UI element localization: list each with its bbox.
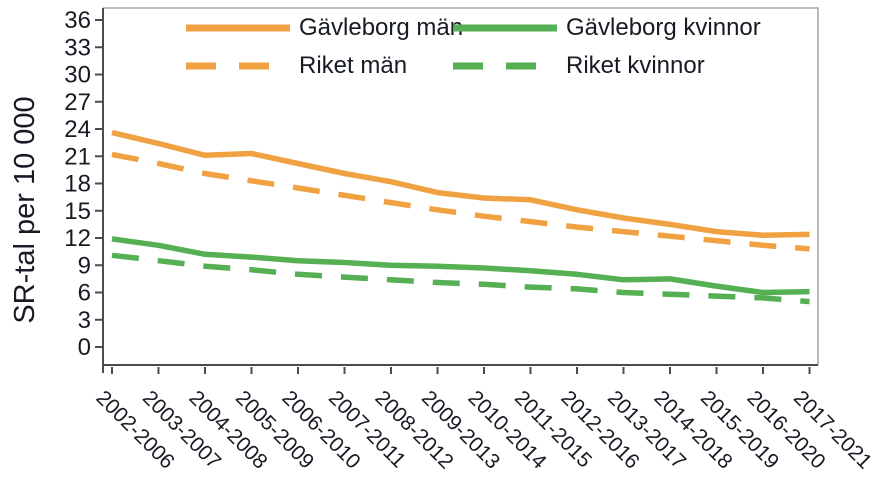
series-line-gavleborg-man xyxy=(111,129,810,239)
y-tick-label: 30 xyxy=(64,62,91,89)
y-tick-label: 21 xyxy=(64,143,91,170)
x-tick-labels: 2002-20062003-20072004-20082005-20092006… xyxy=(91,386,876,474)
y-tick-label: 12 xyxy=(64,225,91,252)
series-line-gavleborg-kvinnor xyxy=(111,236,810,296)
series-line-riket-man xyxy=(111,151,810,252)
legend-item-riket-man: Riket män xyxy=(186,52,453,80)
legend-swatch-solid-green xyxy=(453,24,557,32)
y-tick-label: 33 xyxy=(64,34,91,61)
legend-label: Gävleborg kvinnor xyxy=(566,14,761,41)
legend-swatch-dashed-green xyxy=(453,62,557,70)
y-tick-label: 0 xyxy=(78,334,91,361)
legend-swatch-dashed-orange xyxy=(186,62,290,70)
y-tick-label: 36 xyxy=(64,7,91,34)
y-tick-label: 3 xyxy=(78,307,91,334)
legend-label: Gävleborg män xyxy=(299,14,464,41)
y-tick-label: 9 xyxy=(78,252,91,279)
legend-swatch-solid-orange xyxy=(186,24,290,32)
y-tick-label: 18 xyxy=(64,171,91,198)
legend-label: Riket kvinnor xyxy=(566,52,705,79)
y-tick-label: 27 xyxy=(64,89,91,116)
plot-frame xyxy=(103,7,819,365)
y-tick-label: 6 xyxy=(78,280,91,307)
y-tick-label: 15 xyxy=(64,198,91,225)
legend-item-riket-kvinnor: Riket kvinnor xyxy=(453,52,761,80)
legend-item-gavleborg-man: Gävleborg män xyxy=(186,14,463,42)
legend-item-gavleborg-kvinnor: Gävleborg kvinnor xyxy=(453,14,761,42)
y-axis-title: SR-tal per 10 000 xyxy=(9,96,41,323)
legend-label: Riket män xyxy=(299,52,408,79)
legend: Gävleborg män Gävleborg kvinnor Riket mä… xyxy=(186,14,761,80)
series-line-riket-kvinnor xyxy=(111,252,810,305)
y-tick-label: 24 xyxy=(64,116,91,143)
